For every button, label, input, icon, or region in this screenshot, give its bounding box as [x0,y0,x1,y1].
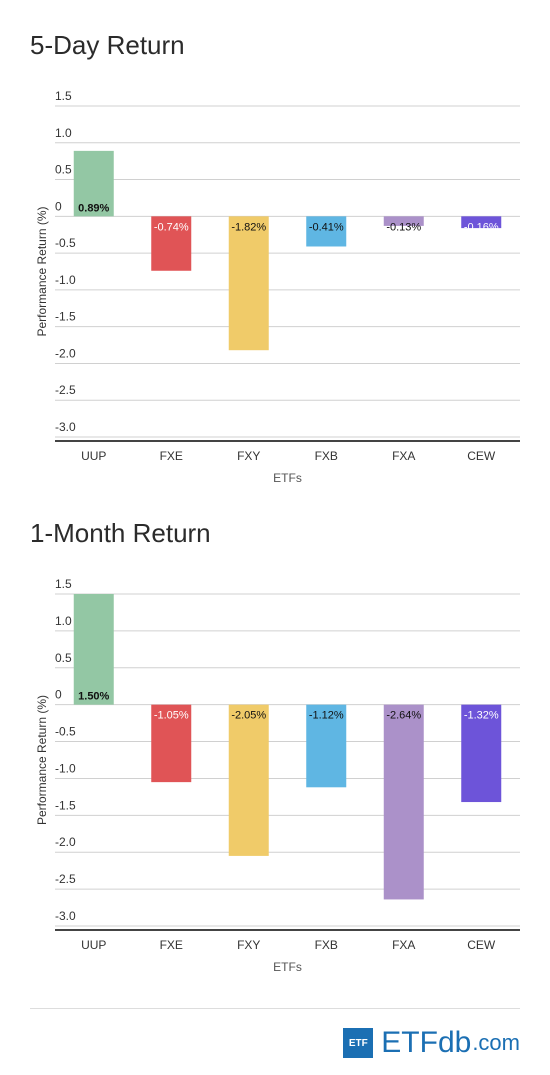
bar-fxe [151,704,192,783]
x-tick-label: UUP [81,938,106,952]
bar-fxb [306,704,347,788]
bar-uup [73,150,114,217]
y-axis-title: Performance Return (%) [35,206,49,336]
x-tick-label: FXE [160,449,183,463]
y-tick-label: 0.5 [55,651,72,665]
y-tick-label: -2.0 [55,835,76,849]
chart-title-1-month: 1-Month Return [30,518,211,548]
x-tick-label: UUP [81,449,106,463]
logo-text-com: .com [472,1030,520,1055]
x-tick-label: FXA [392,938,415,952]
chart-title-5-day: 5-Day Return [30,30,185,60]
y-tick-label: 0 [55,199,62,213]
y-tick-label: 1.5 [55,577,72,591]
bar-fxa [383,704,424,900]
x-tick-label: FXY [237,449,260,463]
x-axis-title: ETFs [273,960,302,974]
bar-chart-1-month: 1.5 1.0 0.5 0 -0.5 -1.0 -1.5 -2.0 -2.5 -3.0 1.50% U… [35,577,520,974]
y-tick-label: -1.5 [55,798,76,812]
data-label-fxb: -1.12% [309,710,344,722]
data-label-fxe: -1.05% [154,710,189,722]
y-tick-label: -0.5 [55,725,76,739]
y-tick-label: 1.0 [55,614,72,628]
data-label-fxe: -0.74% [154,221,189,233]
y-tick-label: 0 [55,688,62,702]
y-tick-label: 0.5 [55,163,72,177]
y-tick-label: -2.5 [55,383,76,397]
y-axis-title: Performance Return (%) [35,695,49,825]
bar-cew [461,704,502,803]
y-tick-label: -3.0 [55,420,76,434]
x-tick-label: CEW [467,449,496,463]
y-tick-label: 1.0 [55,126,72,140]
data-label-cew: -0.16% [464,221,499,233]
data-label-fxy: -1.82% [231,221,266,233]
bar-fxe [151,216,192,271]
bar-uup [73,594,114,705]
logo-text-db: db [437,1026,472,1059]
x-tick-label: FXB [315,938,338,952]
x-tick-label: FXA [392,449,415,463]
footer-divider [30,1008,520,1009]
bar-fxb [306,216,347,247]
bar-chart-5-day: 1.5 1.0 0.5 0 -0.5 -1.0 -1.5 -2.0 -2.5 -3.0 0.89% U… [35,89,520,485]
bar-fxy [228,704,269,856]
data-label-uup: 1.50% [78,691,109,703]
data-label-fxa: -0.13% [386,221,421,233]
data-label-cew: -1.32% [464,710,499,722]
data-label-fxa: -2.64% [386,710,421,722]
y-tick-label: -2.0 [55,346,76,360]
x-tick-label: FXE [160,938,183,952]
data-label-fxy: -2.05% [231,710,266,722]
etfdb-logo[interactable]: ETF ETF db .com [343,1026,520,1060]
bar-cew [461,216,502,229]
y-tick-label: -1.5 [55,310,76,324]
y-tick-label: -3.0 [55,909,76,923]
x-tick-label: CEW [467,938,496,952]
logo-badge: ETF [343,1028,374,1058]
y-tick-label: -1.0 [55,273,76,287]
x-axis-title: ETFs [273,471,302,485]
y-tick-label: -0.5 [55,236,76,250]
bar-fxy [228,216,269,351]
data-label-fxb: -0.41% [309,221,344,233]
y-tick-label: -1.0 [55,761,76,775]
logo-text-etf: ETF [381,1026,438,1059]
x-tick-label: FXY [237,938,260,952]
y-tick-label: -2.5 [55,872,76,886]
y-tick-label: 1.5 [55,89,72,103]
x-tick-label: FXB [315,449,338,463]
bar-fxa [383,216,424,226]
data-label-uup: 0.89% [78,202,109,214]
